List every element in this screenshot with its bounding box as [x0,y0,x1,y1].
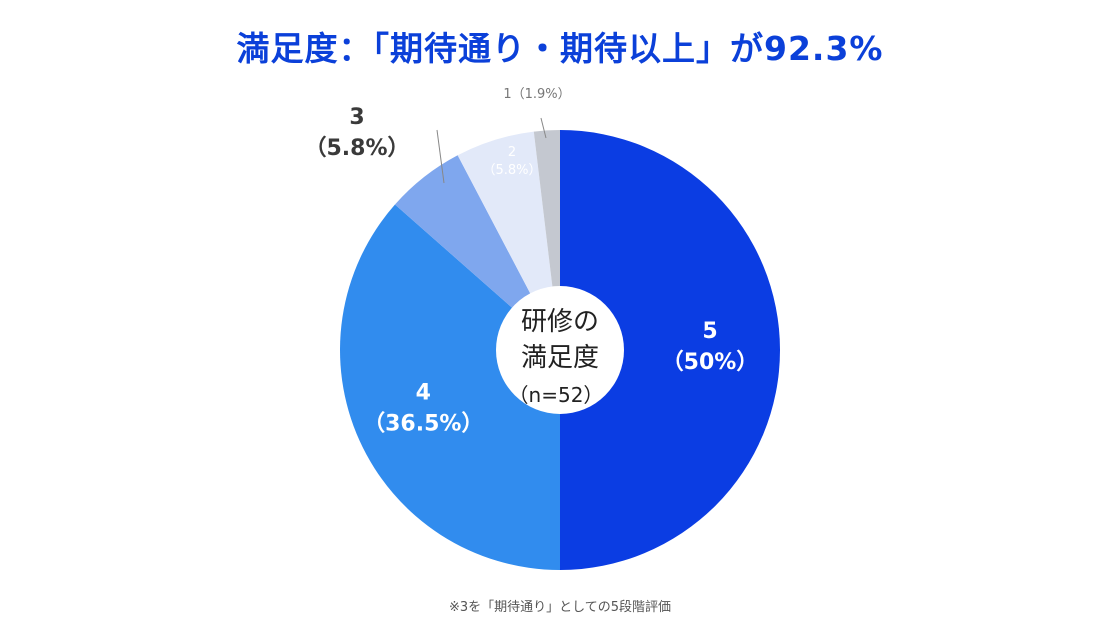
slice-label-1: 1（1.9%） [503,87,570,102]
footnote: ※3を「期待通り」としての5段階評価 [448,600,672,615]
slice-category-label-2: 2 [508,145,516,160]
slice-value-label-4: （36.5%） [363,412,483,437]
slice-value-label-3: （5.8%） [304,136,409,161]
center-label-line3: （n=52） [509,383,604,407]
pie-slice-5 [560,130,780,570]
pie-slice-4 [340,204,560,570]
leader-line-3 [436,129,445,184]
donut-hole [496,286,624,414]
center-label-line2: 満足度 [521,343,599,373]
slice-category-label-4: 4 [416,381,431,406]
center-label: 研修の 満足度 （n=52） [509,307,604,407]
slice-category-label-5: 5 [702,319,717,344]
center-label-line1: 研修の [521,307,599,337]
leader-line-1 [540,117,547,139]
slice-category-label-3: 3 [349,105,364,130]
chart-title: 満足度：「期待通り・期待以上」が92.3% [236,29,884,68]
slice-value-label-5: （50%） [662,350,759,375]
slice-value-label-2: （5.8%） [482,163,541,178]
